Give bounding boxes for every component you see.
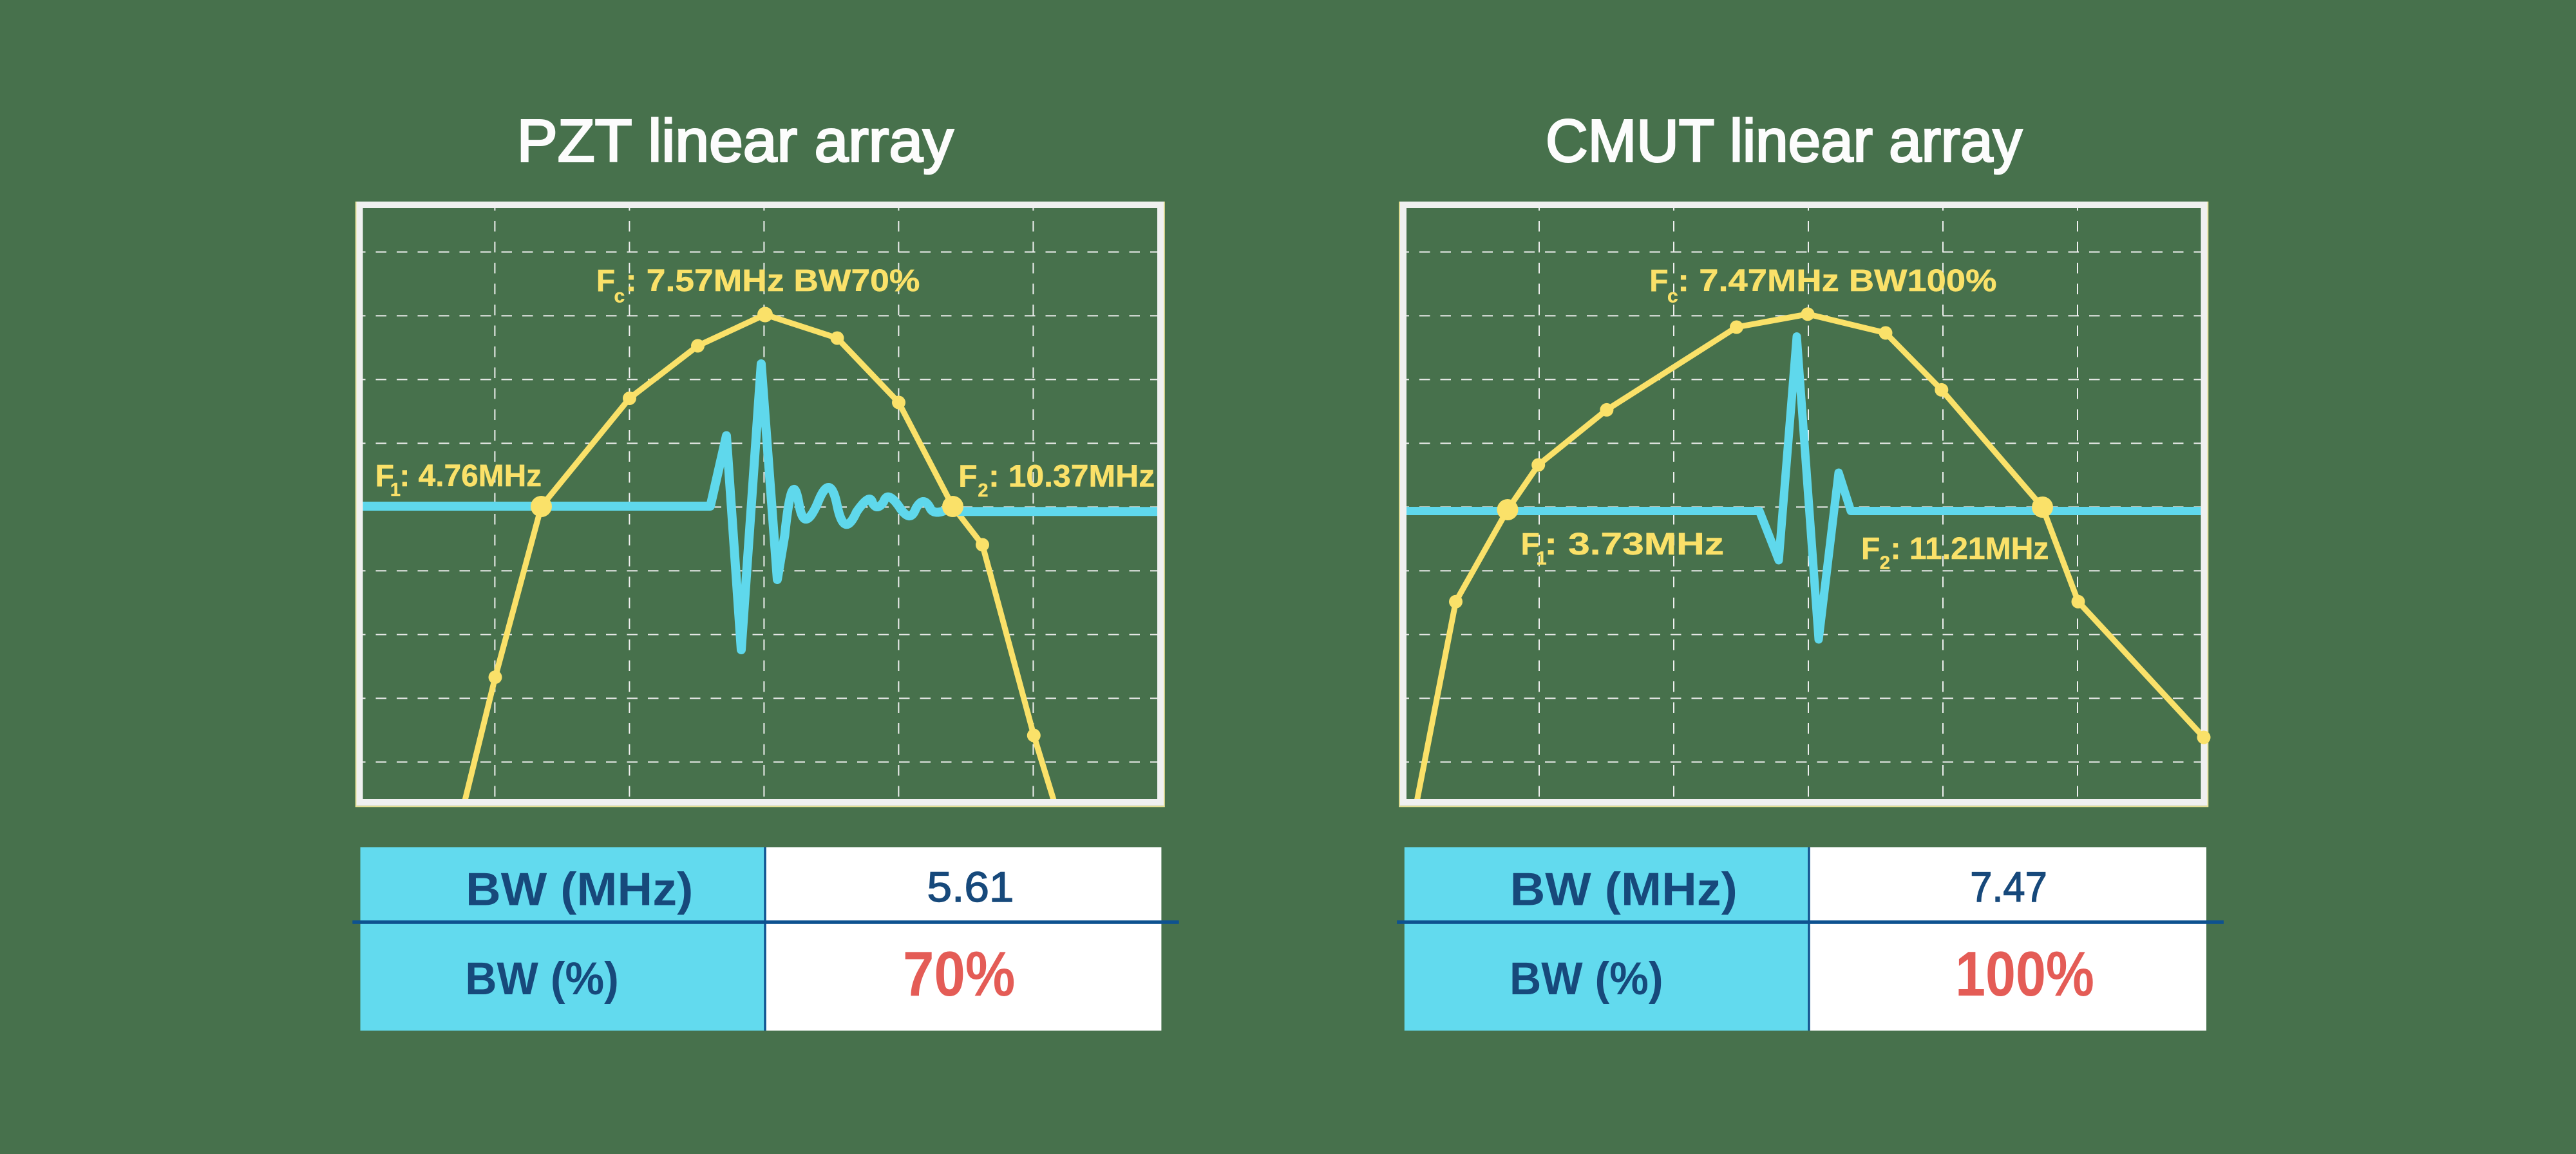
svg-text:F: F [375, 459, 394, 493]
svg-text:2: 2 [1880, 553, 1890, 574]
svg-text:F: F [958, 460, 977, 494]
svg-text:: 7.57MHz BW70%: : 7.57MHz BW70% [625, 264, 920, 298]
svg-text:1: 1 [1537, 549, 1547, 569]
svg-text:BW (MHz): BW (MHz) [1510, 864, 1738, 916]
svg-text:BW (MHz): BW (MHz) [466, 864, 693, 916]
svg-text:70%: 70% [903, 938, 1016, 1009]
svg-text:PZT linear array: PZT linear array [517, 108, 954, 175]
svg-text:CMUT linear array: CMUT linear array [1546, 108, 2022, 175]
svg-text:5.61: 5.61 [927, 864, 1014, 911]
svg-text:: 4.76MHz: : 4.76MHz [399, 459, 542, 493]
svg-text:c: c [614, 286, 625, 307]
svg-text:c: c [1667, 286, 1678, 307]
svg-text:: 10.37MHz: : 10.37MHz [989, 460, 1155, 494]
svg-text:: 11.21MHz: : 11.21MHz [1891, 532, 2049, 566]
svg-text:2: 2 [978, 480, 988, 501]
svg-text:: 7.47MHz BW100%: : 7.47MHz BW100% [1678, 264, 1997, 298]
svg-text:7.47: 7.47 [1970, 864, 2047, 911]
svg-text:F: F [596, 264, 615, 298]
svg-text:F: F [1649, 264, 1668, 298]
svg-text:BW (%): BW (%) [1510, 954, 1663, 1005]
svg-text:100%: 100% [1955, 938, 2094, 1009]
svg-text:1: 1 [390, 480, 401, 500]
svg-text:BW (%): BW (%) [465, 954, 619, 1005]
svg-text:F: F [1861, 532, 1880, 566]
svg-text:F: F [1521, 527, 1540, 562]
svg-text:: 3.73MHz: : 3.73MHz [1544, 527, 1724, 562]
